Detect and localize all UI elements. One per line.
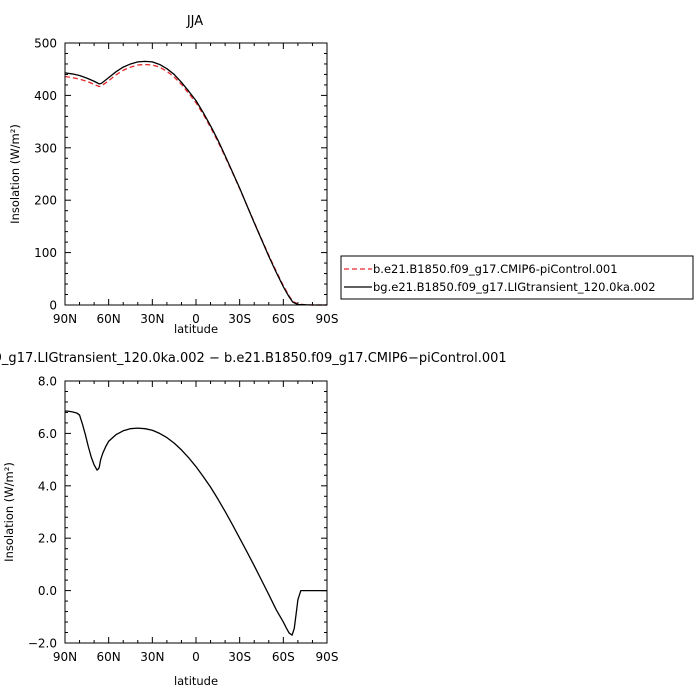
bottom-x-tick-label: 60S	[272, 650, 295, 664]
bottom-y-tick-label: −2.0	[28, 637, 57, 651]
bottom-plot-frame	[64, 380, 328, 644]
top-x-tick-label: 60N	[97, 312, 121, 326]
bottom-y-axis-title: Insolation (W/m²)	[2, 462, 16, 562]
bottom-series-line-0	[65, 410, 327, 636]
top-y-tick-label: 300	[34, 141, 57, 155]
top-y-tick-label: 500	[34, 37, 57, 51]
top-series-line-0	[64, 63, 327, 306]
top-ticks	[64, 42, 328, 306]
top-x-tick-label: 30N	[140, 312, 164, 326]
bottom-chart-title: bg.e21.B1850.f09_g17.LIGtransient_120.0k…	[0, 351, 507, 366]
top-x-tick-label: 0	[192, 312, 200, 326]
bottom-panel: bg.e21.B1850.f09_g17.LIGtransient_120.0k…	[0, 351, 507, 688]
legend-label-picontrol: b.e21.B1850.f09_g17.CMIP6-piControl.001	[373, 262, 618, 276]
bottom-y-tick-label: 8.0	[38, 375, 57, 389]
top-y-tick-label: 100	[34, 246, 57, 260]
bottom-x-tick-label: 90N	[53, 650, 77, 664]
top-chart-title: JJA	[186, 14, 203, 29]
top-x-tick-label: 60S	[272, 312, 295, 326]
top-x-tick-label: 30S	[228, 312, 251, 326]
legend-label-ligtransient: bg.e21.B1850.f09_g17.LIGtransient_120.0k…	[373, 280, 656, 294]
bottom-x-tick-label: 90S	[316, 650, 339, 664]
top-y-tick-label: 0	[49, 299, 57, 313]
top-plot-frame	[64, 42, 328, 306]
bottom-x-axis-title: latitude	[174, 674, 218, 688]
bottom-y-tick-label: 4.0	[38, 479, 57, 493]
bottom-ticks	[64, 380, 328, 644]
top-y-tick-label: 400	[34, 89, 57, 103]
top-x-axis-title: latitude	[174, 322, 218, 336]
legend: b.e21.B1850.f09_g17.CMIP6-piControl.001 …	[340, 255, 694, 300]
top-panel: JJA 90N 60N 30N 0 30S 60S 90S 0 100 200 300 400 500…	[8, 14, 338, 336]
top-y-tick-labels: 0 100 200 300 400 500	[34, 37, 57, 313]
bottom-y-tick-label: 6.0	[38, 427, 57, 441]
bottom-x-tick-label: 30N	[140, 650, 164, 664]
bottom-y-tick-label: 0.0	[38, 584, 57, 598]
legend-box	[340, 255, 694, 300]
top-y-axis-title: Insolation (W/m²)	[8, 124, 22, 224]
top-series-lines	[64, 60, 327, 306]
top-x-tick-labels: 90N 60N 30N 0 30S 60S 90S	[53, 312, 339, 326]
top-x-tick-label: 90N	[53, 312, 77, 326]
top-x-tick-label: 90S	[316, 312, 339, 326]
bottom-y-tick-labels: −2.0 0.0 2.0 4.0 6.0 8.0	[28, 375, 57, 651]
bottom-x-tick-label: 60N	[97, 650, 121, 664]
bottom-y-tick-label: 2.0	[38, 532, 57, 546]
top-series-line-1	[64, 60, 327, 306]
bottom-x-tick-label: 0	[192, 650, 200, 664]
bottom-x-tick-labels: 90N 60N 30N 0 30S 60S 90S	[53, 650, 339, 664]
bottom-x-tick-label: 30S	[228, 650, 251, 664]
top-y-tick-label: 200	[34, 194, 57, 208]
bottom-series-lines	[65, 410, 327, 636]
